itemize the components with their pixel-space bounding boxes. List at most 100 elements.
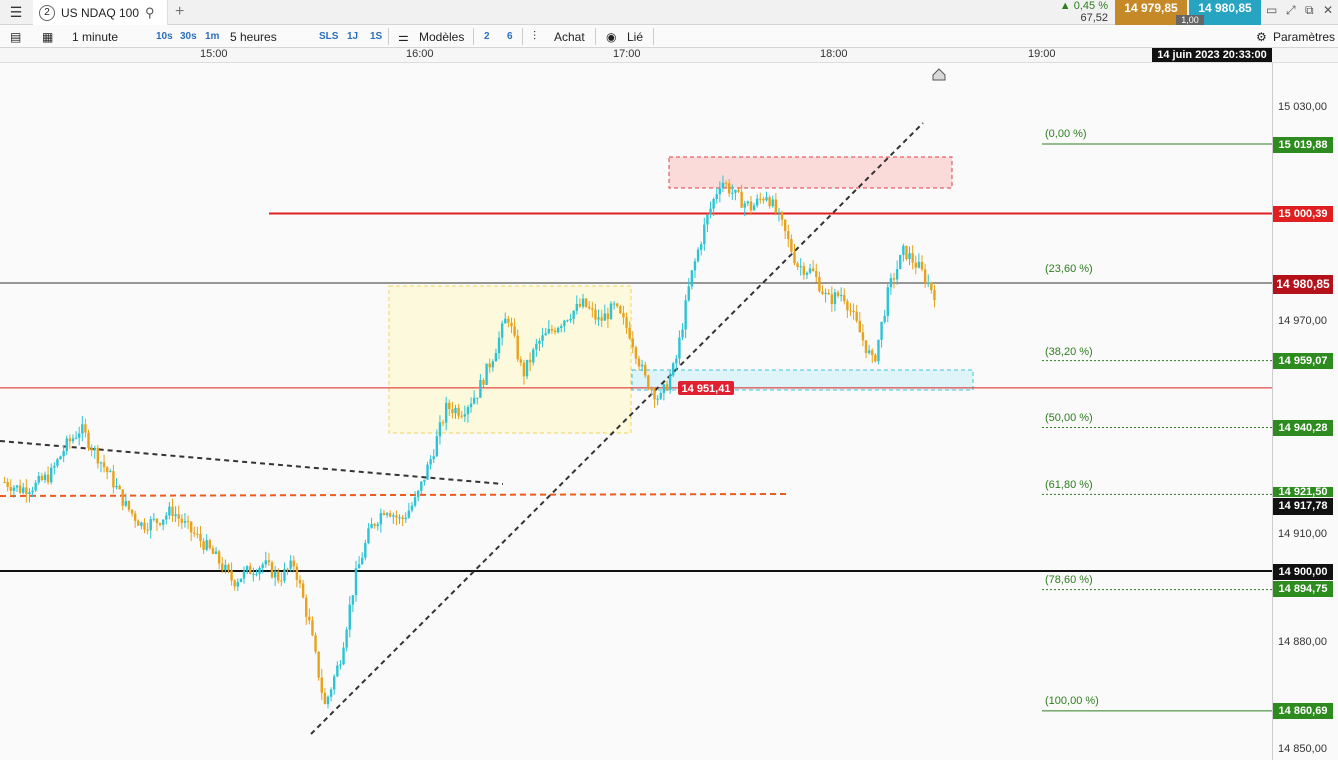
models-button[interactable]: Modèles [419, 29, 465, 44]
restore-icon[interactable]: ⧉ [1305, 3, 1314, 17]
bullish-candle [224, 564, 227, 571]
bearish-candle [591, 308, 594, 310]
interval-1m[interactable]: 1m [205, 31, 220, 42]
bullish-candle [264, 560, 267, 565]
price-tick: 14 970,00 [1278, 315, 1327, 327]
bullish-candle [684, 300, 687, 330]
bearish-candle [821, 291, 824, 294]
search-icon[interactable]: ⚲ [145, 4, 155, 20]
linked-button[interactable]: Lié [627, 29, 644, 44]
duration-select[interactable]: 5 heures [230, 29, 277, 44]
bullish-candle [34, 482, 37, 491]
bearish-candle [905, 245, 908, 259]
duration-1j[interactable]: 1J [347, 31, 359, 42]
scroll-end-marker[interactable] [932, 68, 946, 81]
bearish-candle [653, 389, 656, 400]
bullish-candle [454, 407, 457, 414]
bearish-candle [158, 523, 162, 525]
price-chart[interactable]: 14 951,41 [0, 63, 1272, 760]
grid-2-button[interactable]: 2 [484, 31, 490, 42]
bullish-candle [99, 462, 103, 464]
hamburger-icon[interactable]: ☰ [9, 4, 23, 20]
bearish-candle [606, 313, 610, 320]
bullish-candle [609, 303, 613, 320]
bullish-candle [351, 595, 355, 605]
bullish-candle [687, 286, 690, 301]
bullish-candle [706, 214, 709, 225]
bullish-candle [62, 451, 65, 457]
bullish-candle [544, 333, 547, 336]
list-icon[interactable]: ▤ [10, 29, 22, 44]
bearish-candle [762, 198, 765, 201]
interval-30s[interactable]: 30s [180, 31, 197, 42]
time-label: 19:00 [1028, 48, 1056, 60]
bearish-candle [600, 317, 603, 321]
settings-button[interactable]: Paramètres [1273, 29, 1336, 44]
candlesticks [3, 175, 936, 709]
current-date-label: 14 juin 2023 20:33:00 [1152, 48, 1272, 62]
buy-button[interactable]: Achat [554, 29, 585, 44]
bearish-candle [118, 485, 121, 490]
bullish-candle [205, 540, 208, 550]
price-tick: 14 880,00 [1278, 636, 1327, 648]
bullish-candle [678, 337, 681, 359]
bullish-candle [690, 270, 694, 287]
uptrend-line[interactable] [310, 122, 924, 735]
bearish-candle [818, 277, 821, 292]
bearish-candle [90, 447, 93, 451]
layout-icon[interactable]: ▦ [42, 29, 54, 44]
add-tab-button[interactable]: + [175, 3, 185, 20]
bullish-candle [289, 560, 292, 569]
bullish-candle [255, 573, 258, 575]
bearish-candle [388, 513, 392, 517]
gear-icon[interactable]: ⚙ [1256, 29, 1267, 44]
interval-10s[interactable]: 10s [156, 31, 173, 42]
bearish-candle [441, 422, 445, 424]
bullish-candle [640, 364, 644, 367]
bearish-candle [858, 320, 862, 333]
bullish-candle [398, 517, 401, 519]
bullish-candle [407, 510, 411, 518]
bearish-candle [836, 292, 840, 297]
downtrend-line[interactable] [0, 440, 504, 485]
time-label: 15:00 [200, 48, 228, 60]
bullish-candle [339, 664, 342, 666]
interval-select[interactable]: 1 minute [72, 29, 119, 44]
top-bar: ☰ 2 US NDAQ 100 ⚲ + ▲ 0,45 % 67,52 14 97… [0, 0, 1338, 26]
bearish-candle [727, 183, 731, 194]
models-icon[interactable]: ⚌ [398, 29, 409, 44]
duration-sls[interactable]: SLS [319, 31, 339, 42]
minimize-icon[interactable]: ▭ [1266, 3, 1278, 17]
bearish-candle [914, 262, 917, 268]
bearish-candle [933, 290, 936, 301]
bullish-candle [880, 321, 883, 340]
instrument-tab[interactable]: 2 US NDAQ 100 ⚲ [33, 0, 168, 25]
bullish-candle [771, 199, 774, 207]
buy-icon[interactable]: ⫶ [533, 29, 537, 43]
sell-price-button[interactable]: 14 979,85 [1115, 0, 1187, 25]
consolidation-zone[interactable] [388, 285, 632, 434]
bearish-candle [861, 332, 865, 341]
grid-6-button[interactable]: 6 [507, 31, 513, 42]
price-axis[interactable] [1272, 63, 1338, 760]
duration-1s[interactable]: 1S [370, 31, 383, 42]
resistance-zone[interactable] [668, 156, 953, 189]
bullish-candle [805, 272, 809, 275]
bullish-candle [109, 471, 112, 473]
bearish-candle [507, 318, 510, 323]
bullish-candle [917, 261, 921, 268]
bearish-candle [802, 266, 806, 275]
eye-icon[interactable]: ◉ [606, 29, 617, 44]
orange-dashed-level[interactable] [0, 493, 787, 497]
bullish-candle [115, 485, 118, 488]
detach-icon[interactable]: ⤢ [1286, 3, 1296, 17]
bullish-candle [37, 475, 40, 483]
bullish-candle [466, 407, 470, 415]
bearish-candle [314, 635, 317, 652]
bullish-candle [902, 245, 905, 256]
close-icon[interactable]: ✕ [1323, 3, 1334, 17]
bearish-candle [112, 471, 115, 488]
bearish-candle [311, 620, 314, 636]
bullish-candle [12, 487, 16, 491]
price-label-fib50: 14 940,28 [1273, 420, 1333, 436]
